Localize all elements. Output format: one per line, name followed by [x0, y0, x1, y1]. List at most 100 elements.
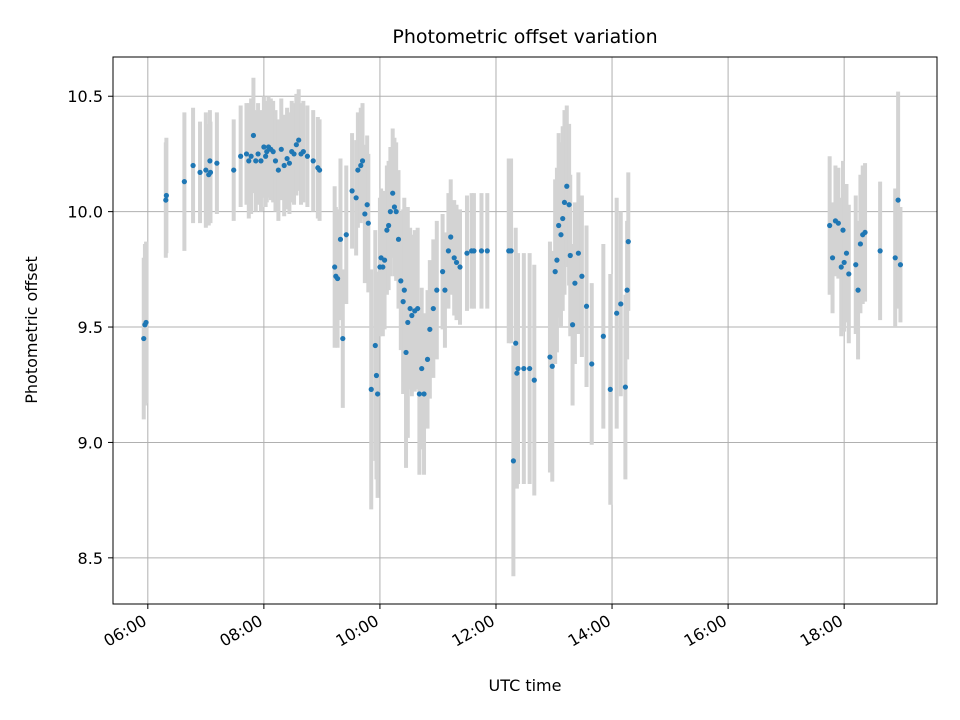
data-point: [384, 227, 390, 233]
y-axis: 8.5 9.0 9.5 10.0 10.5: [67, 87, 113, 568]
data-point: [421, 391, 427, 397]
data-point: [561, 199, 568, 206]
data-point: [243, 151, 250, 157]
data-point: [253, 158, 259, 164]
x-axis-title: UTC time: [489, 676, 562, 695]
data-point: [190, 162, 196, 169]
data-point: [390, 190, 396, 196]
y-tick-label: 9.5: [78, 318, 103, 337]
data-point: [521, 365, 527, 372]
data-point: [419, 365, 425, 372]
data-point: [614, 310, 620, 316]
data-point: [510, 458, 516, 464]
data-point: [471, 248, 477, 254]
data-point: [484, 248, 490, 254]
data-point: [566, 202, 572, 208]
data-point: [261, 144, 267, 150]
data-point: [827, 222, 833, 229]
data-point: [365, 220, 371, 226]
data-point: [393, 209, 399, 215]
data-point: [895, 197, 901, 203]
data-point: [424, 356, 431, 362]
data-point: [264, 149, 270, 155]
data-point: [527, 365, 533, 372]
data-point: [368, 386, 374, 392]
data-point: [838, 264, 844, 270]
y-tick-label: 10.5: [67, 87, 103, 106]
data-point: [589, 361, 595, 367]
data-point: [508, 248, 514, 254]
data-point: [163, 192, 169, 199]
data-point: [403, 349, 409, 356]
data-point: [270, 149, 276, 155]
plot-frame: [112, 56, 938, 605]
data-point: [442, 287, 448, 293]
data-point: [846, 271, 852, 277]
data-point: [453, 259, 460, 266]
data-point: [835, 220, 841, 226]
data-point: [415, 305, 421, 312]
data-point: [430, 305, 436, 312]
data-point: [618, 301, 624, 307]
data-point: [607, 386, 613, 392]
data-point: [552, 269, 558, 275]
data-points: [141, 132, 904, 464]
data-point: [281, 162, 287, 169]
data-point: [381, 257, 388, 263]
data-point: [304, 153, 310, 159]
data-point: [451, 255, 457, 261]
data-point: [409, 312, 415, 319]
data-point: [359, 158, 366, 164]
data-point: [579, 273, 585, 279]
data-point: [300, 149, 306, 155]
data-point: [163, 197, 169, 203]
data-point: [515, 365, 521, 372]
data-point: [478, 248, 485, 254]
y-tick-label: 10.0: [67, 203, 103, 222]
data-point: [353, 195, 359, 201]
data-point: [349, 188, 355, 194]
data-point: [141, 335, 147, 342]
data-point: [355, 167, 361, 173]
data-point: [457, 264, 463, 270]
data-point: [558, 232, 564, 238]
data-point: [400, 299, 406, 305]
data-point: [531, 377, 537, 383]
data-point: [340, 335, 346, 342]
data-point: [250, 132, 257, 139]
data-point: [841, 259, 847, 266]
data-point: [440, 269, 446, 275]
data-point: [567, 252, 573, 259]
y-tick-label: 8.5: [78, 549, 103, 568]
data-point: [862, 229, 868, 236]
data-point: [246, 158, 252, 164]
data-point: [291, 151, 297, 157]
y-axis-title: Photometric offset: [22, 256, 41, 404]
data-point: [448, 234, 454, 240]
data-point: [829, 255, 836, 261]
data-point: [275, 167, 281, 173]
data-point: [395, 236, 402, 242]
data-point: [556, 222, 562, 229]
data-point: [143, 319, 149, 326]
data-point: [857, 241, 864, 247]
data-point: [373, 372, 380, 379]
data-point: [575, 250, 581, 256]
data-point: [843, 250, 850, 256]
data-point: [238, 153, 244, 159]
data-point: [564, 183, 570, 189]
data-point: [387, 209, 393, 215]
data-point: [375, 391, 381, 397]
data-point: [434, 287, 440, 293]
data-point: [391, 204, 398, 210]
data-point: [278, 146, 284, 152]
data-point: [600, 333, 606, 339]
data-point: [572, 280, 578, 286]
data-point: [625, 239, 631, 245]
data-point: [296, 137, 302, 143]
data-point: [547, 354, 553, 360]
data-point: [416, 391, 422, 397]
data-point: [248, 153, 254, 159]
